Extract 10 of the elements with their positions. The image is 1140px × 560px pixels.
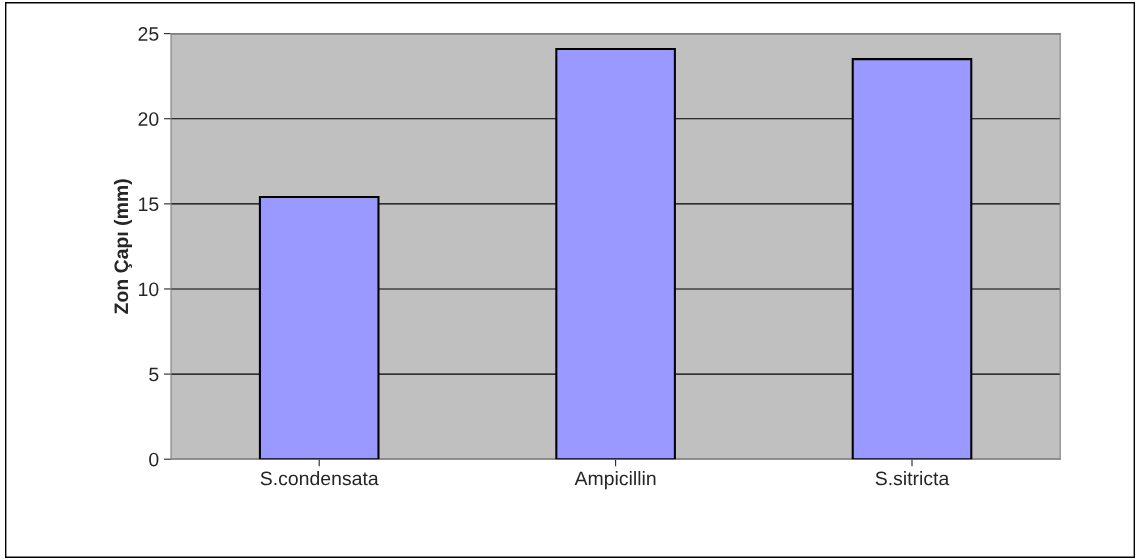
y-tick-label: 10 [139, 282, 159, 297]
y-tick-label: 0 [149, 452, 159, 467]
y-tick-label: 20 [138, 112, 159, 126]
y-axis-title: Zon Çapı (mm) [113, 179, 133, 314]
y-tick-label: 5 [149, 367, 159, 382]
x-tick-label: S.condensata [260, 471, 379, 486]
x-tick-label: Ampicillin [574, 471, 656, 490]
x-tick-label: S.sitricta [875, 471, 950, 486]
y-tick-label: 25 [138, 27, 159, 41]
y-tick-label: 15 [139, 197, 159, 212]
